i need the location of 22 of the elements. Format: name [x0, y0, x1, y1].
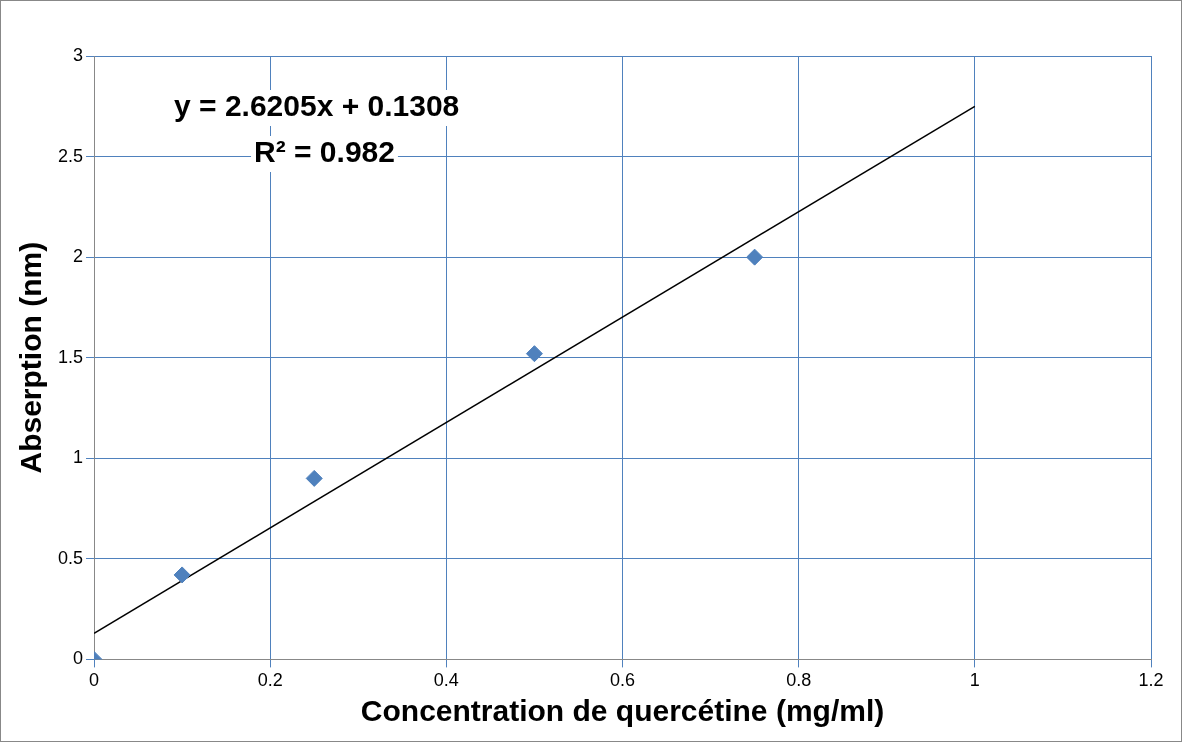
x-tick-label: 0.8 [786, 670, 812, 691]
y-tick-label: 2.5 [57, 145, 84, 166]
x-tick-label: 0.4 [433, 670, 459, 691]
annotation: y = 2.6205x + 0.1308 [174, 89, 460, 123]
x-axis-title: Concentration de quercétine (mg/ml) [360, 694, 885, 728]
x-tick-label: 1 [969, 670, 980, 691]
point [173, 566, 191, 584]
annotation: R² = 0.982 [254, 135, 395, 169]
x-tick-label: 0 [89, 670, 100, 691]
x-tick-label: 1.2 [1138, 670, 1164, 691]
y-tick-label: 0 [73, 648, 84, 669]
point [525, 345, 543, 363]
point [746, 248, 764, 266]
y-axis-title: Abserption (nm) [14, 241, 48, 474]
x-tick-label: 0.2 [257, 670, 283, 691]
y-tick-label: 0.5 [57, 547, 84, 568]
point [305, 469, 323, 487]
y-tick-label: 3 [73, 44, 84, 65]
y-tick-label: 1 [73, 447, 84, 468]
y-tick-label: 1.5 [57, 346, 84, 367]
x-tick-label: 0.6 [610, 670, 636, 691]
y-tick-label: 2 [73, 246, 84, 267]
